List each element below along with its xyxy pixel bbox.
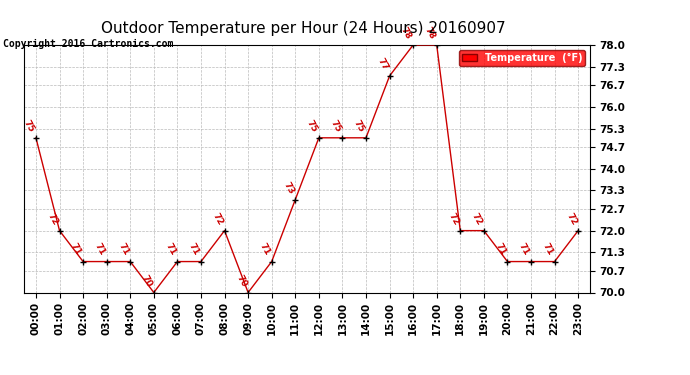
Text: 78: 78 xyxy=(399,26,413,41)
Text: 71: 71 xyxy=(69,242,83,257)
Text: 71: 71 xyxy=(92,242,107,257)
Text: 71: 71 xyxy=(164,242,177,257)
Text: 75: 75 xyxy=(305,118,319,134)
Text: 72: 72 xyxy=(470,211,484,226)
Text: 73: 73 xyxy=(282,180,295,195)
Text: 71: 71 xyxy=(540,242,555,257)
Text: 71: 71 xyxy=(493,242,508,257)
Text: 70: 70 xyxy=(234,273,248,288)
Text: 71: 71 xyxy=(517,242,531,257)
Text: 72: 72 xyxy=(46,211,59,226)
Text: 72: 72 xyxy=(446,211,460,226)
Text: Outdoor Temperature per Hour (24 Hours) 20160907: Outdoor Temperature per Hour (24 Hours) … xyxy=(101,21,506,36)
Text: Copyright 2016 Cartronics.com: Copyright 2016 Cartronics.com xyxy=(3,39,174,50)
Text: 71: 71 xyxy=(257,242,272,257)
Text: 72: 72 xyxy=(564,211,578,226)
Text: 70: 70 xyxy=(140,273,154,288)
Text: 72: 72 xyxy=(210,211,225,226)
Text: 71: 71 xyxy=(116,242,130,257)
Text: 78: 78 xyxy=(423,26,437,41)
Text: 75: 75 xyxy=(22,118,36,134)
Text: 75: 75 xyxy=(352,118,366,134)
Legend: Temperature  (°F): Temperature (°F) xyxy=(460,50,585,66)
Text: 77: 77 xyxy=(375,56,390,72)
Text: 75: 75 xyxy=(328,118,342,134)
Text: 71: 71 xyxy=(187,242,201,257)
